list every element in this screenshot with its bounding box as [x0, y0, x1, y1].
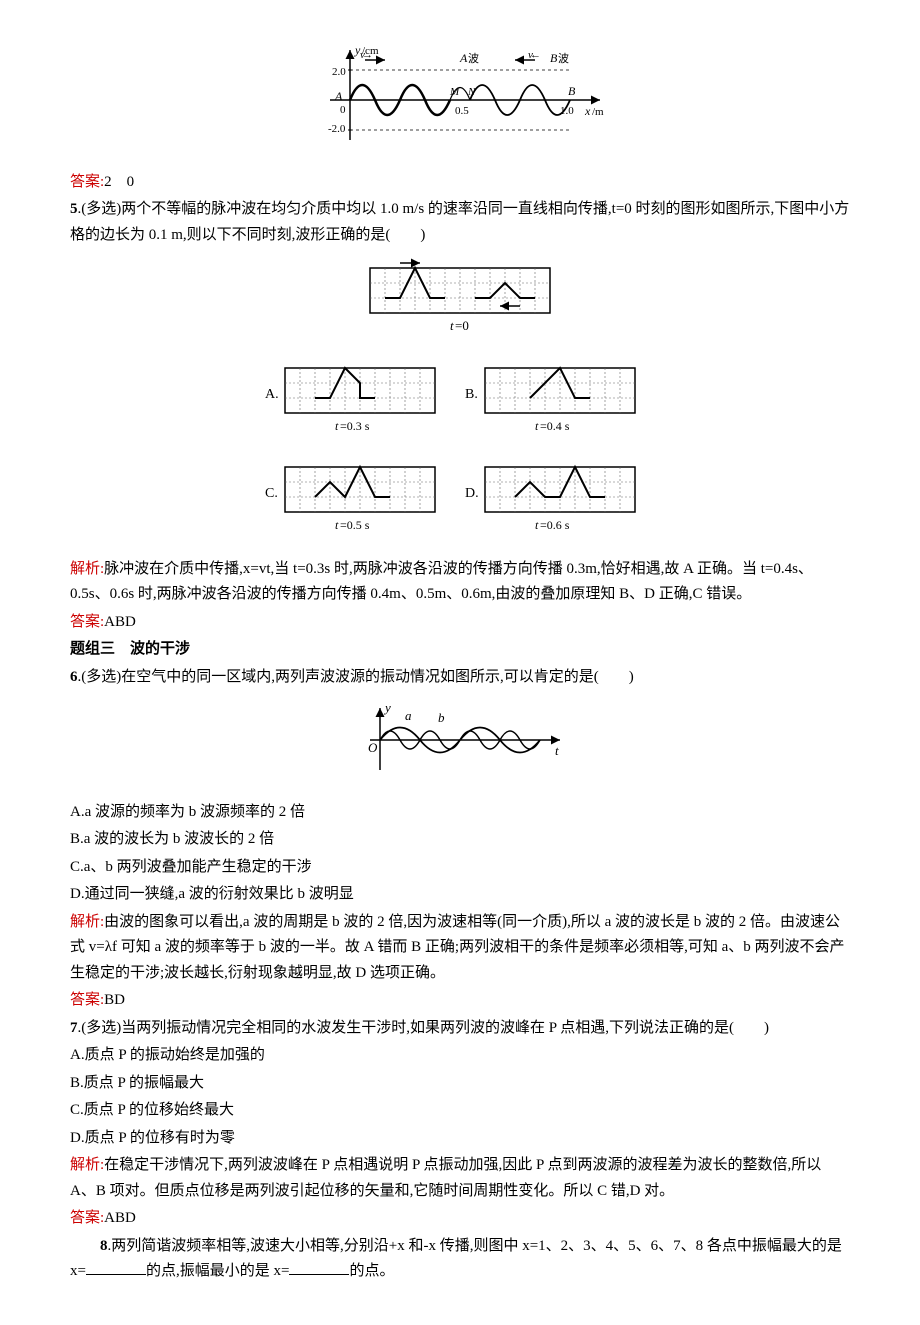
q5-options-row2: C. t=0.5 s D. t=0.6 s	[70, 457, 850, 547]
group3-title: 波的干涉	[130, 641, 190, 657]
q6-tag: (多选)	[81, 669, 121, 685]
q6-analysis-text: 由波的图象可以看出,a 波的周期是 b 波的 2 倍,因为波速相等(同一介质),…	[70, 914, 844, 981]
svg-text:D.: D.	[465, 486, 479, 501]
svg-text:a: a	[405, 708, 412, 723]
q8-blank2	[289, 1259, 349, 1275]
q5-tag: (多选)	[81, 201, 121, 217]
svg-text:2.0: 2.0	[332, 66, 346, 78]
svg-text:N: N	[467, 86, 476, 98]
svg-text:A.: A.	[265, 387, 279, 402]
q6-diagram: O y t a b	[70, 700, 850, 790]
q6-option-b: B.a 波的波长为 b 波波长的 2 倍	[70, 827, 850, 853]
svg-text:B: B	[568, 84, 576, 98]
q4-diagram: y/cm x/m 2.0 0 -2.0 A M N B 0.5 1.0 A波 B…	[70, 40, 850, 160]
svg-text:A: A	[459, 51, 468, 65]
answer-label: 答案:	[70, 992, 104, 1008]
svg-text:-2.0: -2.0	[328, 123, 346, 135]
q4-answer-text: 2 0	[104, 174, 134, 190]
svg-text:y: y	[383, 700, 391, 715]
svg-text:t: t	[335, 419, 339, 433]
svg-text:A: A	[334, 89, 343, 103]
q7-number: 7	[70, 1020, 78, 1036]
svg-text:B.: B.	[465, 387, 478, 402]
analysis-label: 解析:	[70, 1157, 104, 1173]
svg-text:x: x	[584, 104, 591, 118]
svg-text:←: ←	[530, 49, 541, 61]
answer-label: 答案:	[70, 174, 104, 190]
svg-text:0.5: 0.5	[455, 105, 469, 117]
q5-options-row1: A. t=0.3 s B. t=0.4 s	[70, 358, 850, 448]
q8-blank1	[86, 1259, 146, 1275]
q7-answer-text: ABD	[104, 1210, 136, 1226]
group3-heading: 题组三 波的干涉	[70, 637, 850, 663]
q7-tag: (多选)	[81, 1020, 121, 1036]
q5-answer-text: ABD	[104, 614, 136, 630]
svg-text:t: t	[535, 419, 539, 433]
q6-analysis: 解析:由波的图象可以看出,a 波的周期是 b 波的 2 倍,因为波速相等(同一介…	[70, 910, 850, 987]
q6-option-a: A.a 波源的频率为 b 波源频率的 2 倍	[70, 800, 850, 826]
q6-option-c: C.a、b 两列波叠加能产生稳定的干涉	[70, 855, 850, 881]
svg-text:M: M	[449, 86, 460, 98]
q8-stem-part2: 的点,振幅最小的是 x=	[146, 1263, 289, 1279]
analysis-label: 解析:	[70, 561, 104, 577]
q6-answer: 答案:BD	[70, 988, 850, 1014]
q5-stem: 5.(多选)两个不等幅的脉冲波在均匀介质中均以 1.0 m/s 的速率沿同一直线…	[70, 197, 850, 248]
q5-analysis: 解析:脉冲波在介质中传播,x=vt,当 t=0.3s 时,两脉冲波各沿波的传播方…	[70, 557, 850, 608]
q7-analysis: 解析:在稳定干涉情况下,两列波波峰在 P 点相遇说明 P 点振动加强,因此 P …	[70, 1153, 850, 1204]
svg-text:t: t	[335, 518, 339, 532]
svg-text:→: →	[362, 49, 373, 61]
q7-answer: 答案:ABD	[70, 1206, 850, 1232]
q7-analysis-text: 在稳定干涉情况下,两列波波峰在 P 点相遇说明 P 点振动加强,因此 P 点到两…	[70, 1157, 821, 1199]
q8-stem-part3: 的点。	[349, 1263, 394, 1279]
svg-text:t: t	[555, 743, 559, 758]
q8-number: 8	[100, 1238, 108, 1254]
answer-label: 答案:	[70, 614, 104, 630]
q5-number: 5	[70, 201, 78, 217]
q6-option-d: D.通过同一狭缝,a 波的衍射效果比 b 波明显	[70, 882, 850, 908]
svg-text:=0.3 s: =0.3 s	[340, 419, 370, 433]
svg-text:=0.5 s: =0.5 s	[340, 518, 370, 532]
q5-stem-text: 两个不等幅的脉冲波在均匀介质中均以 1.0 m/s 的速率沿同一直线相向传播,t…	[70, 201, 849, 243]
svg-text:=0.6 s: =0.6 s	[540, 518, 570, 532]
svg-text:O: O	[368, 740, 378, 755]
q6-answer-text: BD	[104, 992, 125, 1008]
q5-analysis-text: 脉冲波在介质中传播,x=vt,当 t=0.3s 时,两脉冲波各沿波的传播方向传播…	[70, 561, 813, 603]
q5-diagram-t0: t=0	[70, 258, 850, 348]
q7-option-b: B.质点 P 的振幅最大	[70, 1071, 850, 1097]
q7-option-d: D.质点 P 的位移有时为零	[70, 1126, 850, 1152]
q7-stem: 7.(多选)当两列振动情况完全相同的水波发生干涉时,如果两列波的波峰在 P 点相…	[70, 1016, 850, 1042]
svg-text:0: 0	[340, 104, 346, 116]
q5-answer: 答案:ABD	[70, 610, 850, 636]
group3-label: 题组三	[70, 641, 115, 657]
svg-text:B: B	[550, 51, 558, 65]
q6-stem-text: 在空气中的同一区域内,两列声波波源的振动情况如图所示,可以肯定的是( )	[121, 669, 634, 685]
q4-answer: 答案:2 0	[70, 170, 850, 196]
svg-text:b: b	[438, 710, 445, 725]
svg-text:波: 波	[468, 52, 479, 65]
q6-number: 6	[70, 669, 78, 685]
analysis-label: 解析:	[70, 914, 104, 930]
svg-text:t: t	[535, 518, 539, 532]
q7-stem-text: 当两列振动情况完全相同的水波发生干涉时,如果两列波的波峰在 P 点相遇,下列说法…	[121, 1020, 769, 1036]
q8-stem: 8.两列简谐波频率相等,波速大小相等,分别沿+x 和-x 传播,则图中 x=1、…	[70, 1234, 850, 1285]
svg-text:=0: =0	[455, 318, 469, 333]
q7-option-a: A.质点 P 的振动始终是加强的	[70, 1043, 850, 1069]
svg-text:1.0: 1.0	[560, 105, 574, 117]
answer-label: 答案:	[70, 1210, 104, 1226]
svg-text:t: t	[450, 318, 454, 333]
svg-text:波: 波	[558, 52, 569, 65]
svg-text:/m: /m	[592, 106, 604, 118]
q6-stem: 6.(多选)在空气中的同一区域内,两列声波波源的振动情况如图所示,可以肯定的是(…	[70, 665, 850, 691]
svg-text:=0.4 s: =0.4 s	[540, 419, 570, 433]
q7-option-c: C.质点 P 的位移始终最大	[70, 1098, 850, 1124]
svg-text:C.: C.	[265, 486, 278, 501]
